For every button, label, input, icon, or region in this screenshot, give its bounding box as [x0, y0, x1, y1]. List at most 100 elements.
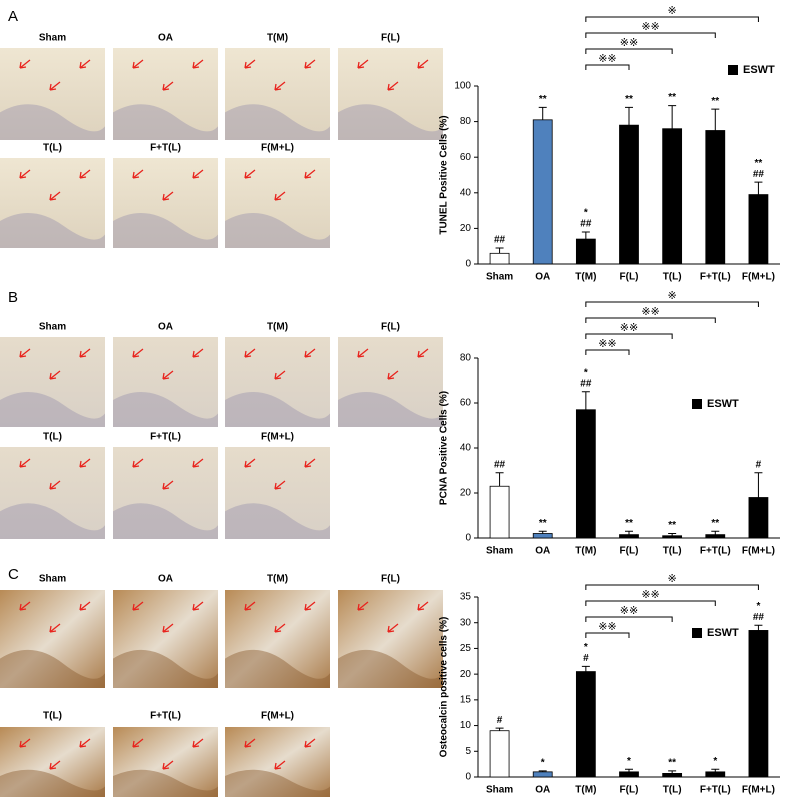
arrow	[132, 348, 144, 358]
comparison-bracket	[585, 600, 716, 606]
bar	[748, 630, 769, 778]
x-tick-label: F(M+L)	[742, 785, 775, 796]
x-tick-label: Sham	[486, 546, 513, 557]
significance-label: **	[668, 757, 676, 768]
micrograph	[338, 337, 443, 427]
image-label: OA	[158, 322, 173, 333]
panel-letter: C	[8, 566, 19, 583]
panel-letter: A	[8, 8, 18, 25]
comparison-label: ※※	[620, 322, 638, 334]
error-bar	[668, 105, 677, 129]
x-tick-label: F(L)	[620, 785, 639, 796]
image-label: F(M+L)	[261, 432, 294, 443]
error-bar	[625, 106, 633, 126]
x-tick-label: F(L)	[620, 546, 639, 557]
tissue	[0, 104, 105, 140]
y-tick-label: 60	[460, 152, 472, 163]
image-label: F(M+L)	[261, 143, 294, 154]
x-tick-label: T(M)	[575, 785, 596, 796]
micrograph	[0, 48, 105, 140]
arrow	[49, 191, 61, 201]
bar	[748, 497, 769, 539]
arrow	[244, 458, 256, 468]
micrograph	[225, 727, 330, 797]
micrograph	[113, 727, 218, 797]
micrograph	[113, 48, 218, 140]
tissue	[0, 392, 105, 427]
significance-label: *	[584, 208, 588, 219]
bar	[532, 533, 553, 539]
y-tick-label: 10	[460, 720, 472, 731]
significance-label: **	[668, 92, 676, 103]
significance-label: ##	[494, 235, 506, 246]
x-tick-label: F(M+L)	[742, 546, 775, 557]
error-bar	[581, 391, 590, 410]
arrow	[79, 738, 91, 748]
image-label: F+T(L)	[150, 432, 181, 443]
error-bar	[754, 472, 763, 498]
bar	[619, 124, 639, 265]
bar	[532, 119, 553, 265]
legend-swatch	[728, 65, 738, 75]
arrow	[49, 623, 61, 633]
legend-swatch	[692, 628, 702, 638]
x-tick-label: OA	[535, 546, 550, 557]
arrow	[192, 738, 204, 748]
arrow	[19, 601, 31, 611]
y-tick-label: 35	[460, 592, 472, 603]
comparison-bracket	[585, 632, 630, 638]
y-tick-label: 60	[460, 398, 472, 409]
arrow	[132, 169, 144, 179]
y-axis-label: TUNEL Positive Cells (%)	[439, 115, 450, 234]
y-tick-label: 20	[460, 488, 472, 499]
image-label: OA	[158, 574, 173, 585]
micrograph	[338, 48, 443, 140]
y-tick-label: 15	[460, 694, 472, 705]
significance-label: *	[713, 756, 717, 767]
comparison-bracket	[585, 301, 759, 307]
x-tick-label: OA	[535, 272, 550, 283]
tissue	[225, 649, 330, 688]
error-bar	[711, 108, 720, 131]
significance-label: ##	[753, 612, 765, 623]
arrow	[244, 348, 256, 358]
significance-label: *	[756, 601, 760, 612]
image-label: T(M)	[267, 322, 288, 333]
error-bar	[538, 530, 547, 534]
image-label: F(M+L)	[261, 711, 294, 722]
arrow	[162, 480, 174, 490]
image-label: Sham	[39, 33, 66, 44]
arrow	[304, 738, 316, 748]
error-bar	[538, 106, 547, 120]
tissue	[0, 503, 105, 539]
arrow	[357, 59, 369, 69]
significance-label: **	[755, 158, 763, 169]
micrograph	[0, 447, 105, 539]
arrow	[304, 59, 316, 69]
arrow	[19, 169, 31, 179]
tissue	[338, 104, 443, 140]
comparison-bracket	[585, 616, 673, 622]
arrow	[417, 59, 429, 69]
tissue	[113, 213, 218, 248]
error-bar	[711, 768, 720, 772]
arrow	[244, 738, 256, 748]
arrow	[387, 623, 399, 633]
y-tick-label: 80	[460, 353, 472, 364]
micrograph	[338, 590, 443, 688]
y-tick-label: 0	[465, 533, 471, 544]
x-tick-label: T(L)	[663, 785, 682, 796]
legend-label: ESWT	[743, 64, 775, 76]
image-label: F+T(L)	[150, 711, 181, 722]
tissue	[0, 213, 105, 248]
y-tick-label: 20	[460, 669, 472, 680]
x-tick-label: T(L)	[663, 272, 682, 283]
tissue	[225, 104, 330, 140]
error-bar	[538, 770, 547, 772]
comparison-label: ※※	[598, 53, 616, 65]
y-axis-label: PCNA Positive Cells (%)	[439, 391, 450, 505]
y-tick-label: 30	[460, 617, 472, 628]
arrow	[357, 601, 369, 611]
significance-label: #	[583, 653, 589, 664]
